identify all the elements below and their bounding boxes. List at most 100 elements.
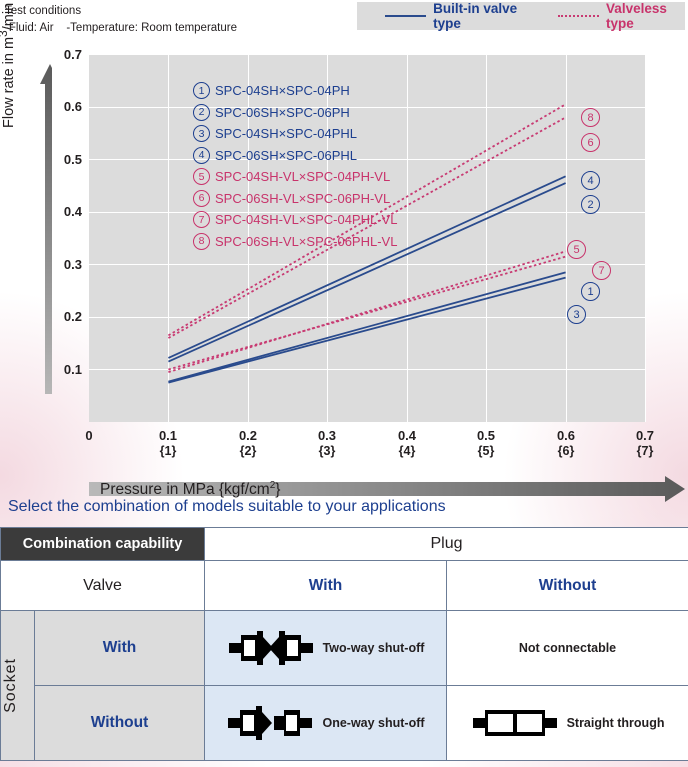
callout-6: 6 xyxy=(581,133,600,152)
series-key-2-number: 2 xyxy=(193,103,210,121)
series-key-3-label: SPC-04SH×SPC-04PHL xyxy=(215,126,357,142)
label-socket: Socket xyxy=(0,610,35,761)
series-key-list: 1 SPC-04SH×SPC-04PH 2 SPC-06SH×SPC-06PH … xyxy=(193,80,397,252)
legend-item-valveless: Valveless type xyxy=(558,1,685,31)
y-axis-label: Flow rate in m3/min xyxy=(0,2,17,128)
y-tick-0.1: 0.1 xyxy=(63,362,82,377)
y-tick-0.5: 0.5 xyxy=(63,152,82,167)
one-way-shutoff-coupler-icon xyxy=(228,706,313,740)
y-tick-0.3: 0.3 xyxy=(63,257,82,272)
x-tick-0.4-value: 0.4 xyxy=(397,428,417,443)
combination-capability-table: Combination capability Plug Valve With W… xyxy=(0,527,688,761)
series-key-4: 4 SPC-06SH×SPC-06PHL xyxy=(193,145,397,167)
y-tick-0.4: 0.4 xyxy=(63,204,82,219)
series-key-3-number: 3 xyxy=(193,125,210,143)
legend-line-solid-icon xyxy=(385,15,427,17)
legend-label-builtin-valve: Built-in valve type xyxy=(433,1,518,31)
x-tick-0.3-sub: {3} xyxy=(318,444,336,458)
series-key-1: 1 SPC-04SH×SPC-04PH xyxy=(193,80,397,102)
cell-socket-without-plug-without: Straight through xyxy=(446,685,688,761)
chart-series-lines xyxy=(167,103,567,384)
header-combination-capability: Combination capability xyxy=(0,527,206,561)
legend-line-dotted-icon xyxy=(558,15,600,17)
series-key-5: 5 SPC-04SH-VL×SPC-04PH-VL xyxy=(193,166,397,188)
section-heading: Select the combination of models suitabl… xyxy=(8,498,446,515)
label-socket-text: Socket xyxy=(2,658,19,713)
label-socket-with: With xyxy=(33,610,206,686)
x-tick-0.1: 0.1 {1} xyxy=(146,428,190,458)
x-tick-0.6: 0.6 {6} xyxy=(544,428,588,458)
x-tick-0.5: 0.5 {5} xyxy=(464,428,508,458)
x-tick-0.6-value: 0.6 xyxy=(556,428,576,443)
table-row-socket-without: Without xyxy=(1,685,688,761)
series-key-6-number: 6 xyxy=(193,189,210,207)
cell-socket-with-plug-with: Two-way shut-off xyxy=(204,610,448,686)
callout-7: 7 xyxy=(592,261,611,280)
label-plug-without: Without xyxy=(446,560,688,611)
series-key-6: 6 SPC-06SH-VL×SPC-06PH-VL xyxy=(193,188,397,210)
cell-label-straight-through: Straight through xyxy=(566,716,665,730)
cell-label-two-way-shutoff: Two-way shut-off xyxy=(322,641,425,655)
series-key-8: 8 SPC-06SH-VL×SPC-06PHL-VL xyxy=(193,231,397,253)
test-conditions-detail: -Fluid: Air -Temperature: Room temperatu… xyxy=(5,21,237,34)
table-row-socket-with: Socket With xyxy=(0,610,688,761)
flow-rate-chart: Flow rate in m3/min xyxy=(0,3,688,502)
series-key-7-label: SPC-04SH-VL×SPC-04PHL-VL xyxy=(215,212,398,228)
series-key-4-number: 4 xyxy=(193,146,210,164)
chart-legend: Built-in valve type Valveless type xyxy=(357,1,685,31)
label-valve: Valve xyxy=(0,560,206,611)
x-tick-0.5-sub: {5} xyxy=(477,444,495,458)
label-socket-without: Without xyxy=(33,685,206,761)
chart-plot-area: 8 6 4 2 5 7 1 3 1 SPC-04SH×SPC-04PH 2 SP… xyxy=(89,54,646,422)
x-tick-0.1-sub: {1} xyxy=(159,444,177,458)
x-tick-0.2-value: 0.2 xyxy=(238,428,258,443)
legend-item-builtin-valve: Built-in valve type xyxy=(385,1,532,31)
x-tick-0.2: 0.2 {2} xyxy=(226,428,270,458)
series-key-7-number: 7 xyxy=(193,211,210,229)
series-key-2: 2 SPC-06SH×SPC-06PH xyxy=(193,102,397,124)
series-key-1-label: SPC-04SH×SPC-04PH xyxy=(215,83,350,99)
callout-4: 4 xyxy=(581,171,600,190)
test-conditions-title: Test conditions xyxy=(5,5,82,17)
cell-label-one-way-shutoff: One-way shut-off xyxy=(322,716,425,730)
cell-label-not-connectable: Not connectable xyxy=(518,641,617,655)
series-key-5-number: 5 xyxy=(193,168,210,186)
label-plug-with: With xyxy=(204,560,448,611)
cell-socket-with-plug-without: Not connectable xyxy=(446,610,688,686)
callout-2: 2 xyxy=(581,195,600,214)
callout-5: 5 xyxy=(567,240,586,259)
x-tick-0.3: 0.3 {3} xyxy=(305,428,349,458)
legend-label-valveless: Valveless type xyxy=(606,1,667,31)
header-plug: Plug xyxy=(204,527,688,561)
x-tick-0.6-sub: {6} xyxy=(557,444,575,458)
series-key-5-label: SPC-04SH-VL×SPC-04PH-VL xyxy=(215,169,391,185)
x-axis-arrow-icon xyxy=(89,476,685,502)
callout-8: 8 xyxy=(581,108,600,127)
series-key-6-label: SPC-06SH-VL×SPC-06PH-VL xyxy=(215,190,391,206)
y-tick-0.2: 0.2 xyxy=(63,309,82,324)
table-row-header: Combination capability Plug xyxy=(0,527,688,561)
x-tick-0.4-sub: {4} xyxy=(398,444,416,458)
x-tick-0-value: 0 xyxy=(85,428,93,443)
y-tick-0.7: 0.7 xyxy=(63,47,82,62)
x-tick-0.7-sub: {7} xyxy=(636,444,654,458)
series-key-7: 7 SPC-04SH-VL×SPC-04PHL-VL xyxy=(193,209,397,231)
x-tick-0.5-value: 0.5 xyxy=(476,428,496,443)
y-tick-0.6: 0.6 xyxy=(63,99,82,114)
test-conditions: Test conditions -Fluid: Air -Temperature… xyxy=(5,3,237,36)
table-row-valve: Valve With Without xyxy=(0,560,688,611)
x-tick-0.1-value: 0.1 xyxy=(158,428,178,443)
x-tick-0.2-sub: {2} xyxy=(239,444,257,458)
y-axis-arrow-icon xyxy=(40,64,52,394)
callout-3: 3 xyxy=(567,305,586,324)
x-tick-0.7: 0.7 {7} xyxy=(623,428,667,458)
x-tick-0.7-value: 0.7 xyxy=(635,428,655,443)
x-axis-label: Pressure in MPa {kgf/cm2} xyxy=(100,480,281,499)
series-key-1-number: 1 xyxy=(193,82,210,100)
series-key-8-number: 8 xyxy=(193,232,210,250)
series-key-4-label: SPC-06SH×SPC-06PHL xyxy=(215,147,357,163)
series-key-8-label: SPC-06SH-VL×SPC-06PHL-VL xyxy=(215,233,398,249)
straight-through-coupler-icon xyxy=(472,710,557,736)
x-tick-0.4: 0.4 {4} xyxy=(385,428,429,458)
series-key-2-label: SPC-06SH×SPC-06PH xyxy=(215,104,350,120)
